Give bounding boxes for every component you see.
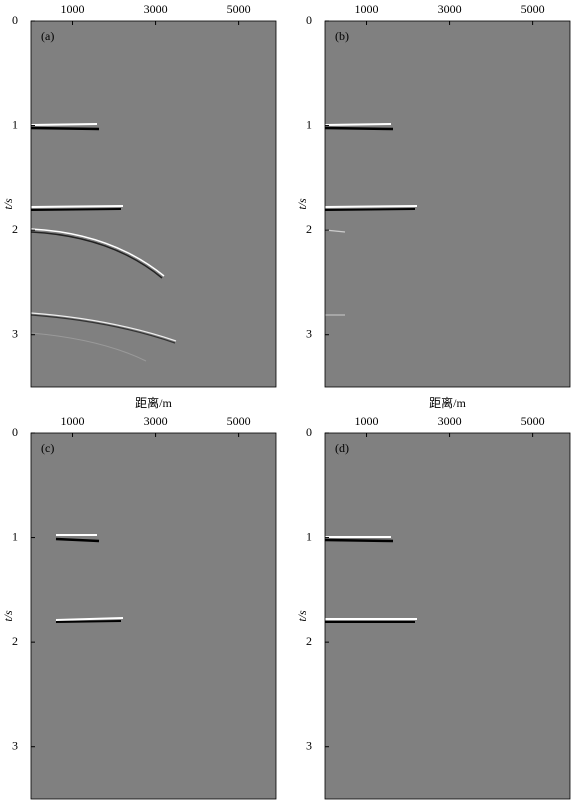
x-tick-label: 3000 (144, 2, 168, 16)
plot-frame (324, 432, 571, 800)
y-axis-label: t/s (1, 198, 15, 210)
section-image (325, 433, 570, 799)
y-tick-label: 0 (12, 13, 18, 27)
seismic-events (324, 123, 418, 316)
panel-label: (b) (335, 29, 349, 43)
y-tick-label: 2 (306, 222, 312, 236)
section-image (31, 21, 276, 387)
x-tick-label: 5000 (521, 414, 545, 428)
y-tick-label: 0 (12, 425, 18, 439)
y-tick-label: 3 (306, 738, 312, 752)
panel-label: (a) (41, 29, 54, 43)
x-tick-label: 5000 (227, 414, 251, 428)
y-tick-label: 0 (306, 13, 312, 27)
y-tick-label: 1 (12, 117, 18, 131)
x-tick-label: 5000 (521, 2, 545, 16)
x-tick-label: 3000 (438, 2, 462, 16)
y-tick-label: 2 (12, 634, 18, 648)
x-tick-label: 1000 (355, 414, 379, 428)
x-tick-label: 5000 (227, 2, 251, 16)
y-tick-label: 1 (306, 529, 312, 543)
plot-frame (30, 432, 277, 800)
y-tick-label: 1 (306, 117, 312, 131)
x-tick-label: 1000 (355, 2, 379, 16)
y-tick-label: 1 (12, 529, 18, 543)
panel-label: (d) (335, 441, 349, 455)
y-tick-label: 3 (306, 326, 312, 340)
y-axis-label: t/s (295, 198, 309, 210)
y-axis-label: t/s (1, 610, 15, 622)
x-axis-label: 距离/m (429, 395, 466, 410)
x-tick-label: 1000 (61, 414, 85, 428)
y-tick-label: 3 (12, 738, 18, 752)
y-axis-label: t/s (295, 610, 309, 622)
y-tick-label: 0 (306, 425, 312, 439)
seismic-events (30, 123, 177, 362)
plot-frame (30, 20, 277, 388)
seismic-events (55, 534, 124, 623)
section-image (325, 21, 570, 387)
panel-label: (c) (41, 441, 54, 455)
section-image (31, 433, 276, 799)
x-tick-label: 3000 (144, 414, 168, 428)
seismic-events (324, 536, 417, 623)
y-tick-label: 2 (12, 222, 18, 236)
x-tick-label: 3000 (438, 414, 462, 428)
x-axis-label: 距离/m (135, 395, 172, 410)
plot-frame (324, 20, 571, 388)
y-tick-label: 3 (12, 326, 18, 340)
y-tick-label: 2 (306, 634, 312, 648)
x-tick-label: 1000 (61, 2, 85, 16)
